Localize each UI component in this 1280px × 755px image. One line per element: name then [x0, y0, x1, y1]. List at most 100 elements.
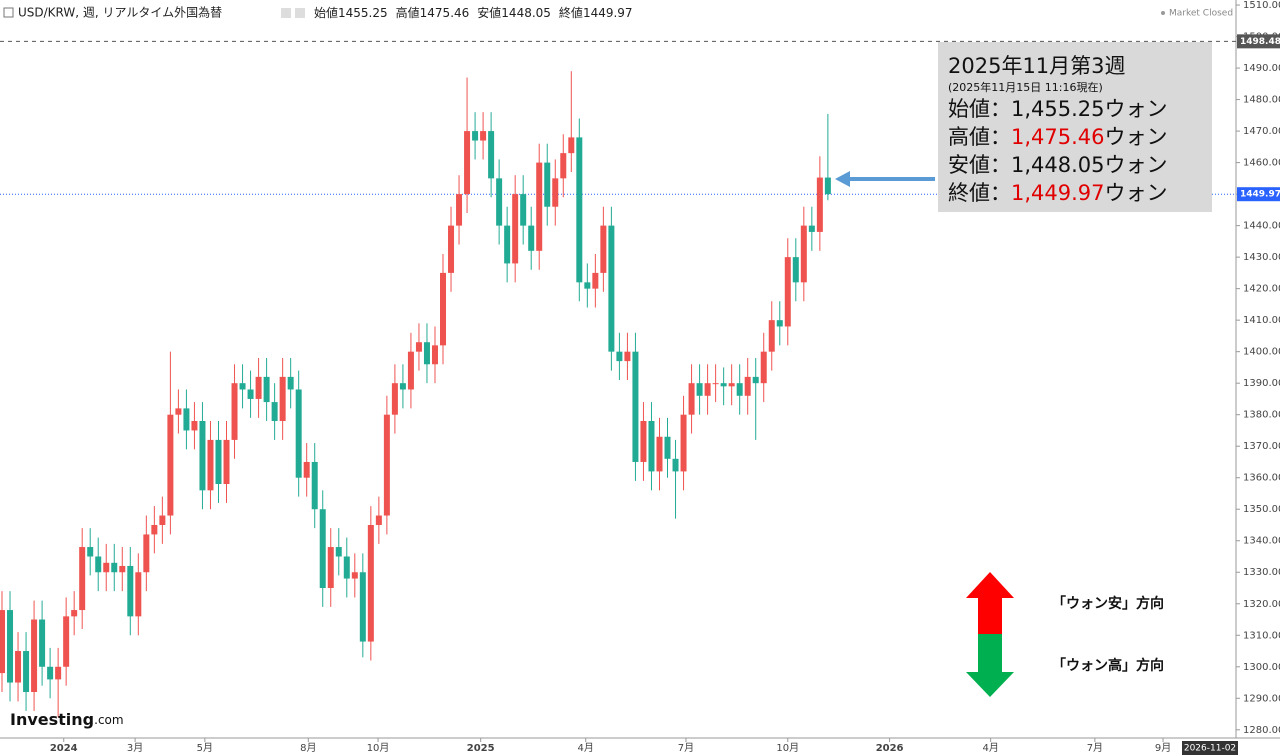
candle-body [343, 556, 350, 579]
candle-body [431, 345, 438, 365]
candle-body [223, 439, 230, 485]
candle-body [399, 383, 406, 390]
candle-body [255, 376, 262, 399]
candle-body [143, 534, 150, 573]
price-label: 1449.97 [1240, 190, 1280, 200]
y-tick-label: 1370.00 [1243, 441, 1280, 452]
candle-body [247, 389, 254, 399]
candle-body [423, 342, 430, 365]
candle-body [103, 562, 110, 573]
y-tick-label: 1320.00 [1243, 599, 1280, 610]
candle-body [744, 376, 751, 396]
candle-body [335, 547, 342, 557]
icon[interactable] [281, 8, 291, 18]
candle-body [159, 515, 166, 525]
price-label: 1498.48 [1240, 37, 1280, 47]
annotation-line: 終値：1,449.97ウォン [948, 181, 1168, 205]
candle-body [824, 177, 831, 195]
y-tick-label: 1430.00 [1243, 252, 1280, 263]
annotation-value: 1,448.05 [1011, 153, 1105, 177]
candle-body [359, 572, 366, 642]
candle-body [183, 408, 190, 431]
candle-body [191, 420, 198, 431]
candle-body [23, 651, 30, 692]
logo-main: Investing [10, 710, 94, 729]
y-tick-label: 1290.00 [1243, 693, 1280, 704]
y-tick-label: 1480.00 [1243, 95, 1280, 106]
candle-body [504, 225, 511, 264]
annotation-label: 始値： [948, 97, 1011, 121]
x-tick-label: 4月 [982, 742, 998, 754]
y-tick-label: 1400.00 [1243, 347, 1280, 358]
candle-body [560, 153, 567, 179]
candle-body [776, 320, 783, 327]
annotation-label: 高値： [948, 125, 1011, 149]
candle-body [135, 572, 142, 617]
candle-body [656, 436, 663, 472]
annotation-box [938, 42, 1212, 212]
candle-body [39, 619, 46, 667]
candle-body [608, 225, 615, 352]
candle-body [664, 436, 671, 459]
candle-body [287, 376, 294, 390]
candle-body [624, 351, 631, 362]
candle-body [584, 282, 591, 289]
y-tick-label: 1280.00 [1243, 725, 1280, 736]
candle-body [263, 376, 270, 403]
candle-body [768, 320, 775, 352]
annotation-line: 始値：1,455.25ウォン [948, 97, 1168, 121]
y-tick-label: 1350.00 [1243, 504, 1280, 515]
candle-body [696, 383, 703, 396]
candle-body [407, 351, 414, 390]
candle-body [536, 162, 543, 251]
collapse-icon[interactable] [3, 7, 14, 18]
candle-body [728, 383, 735, 387]
annotation-label: 安値： [948, 153, 1011, 177]
candle-body [215, 439, 222, 485]
candle-body [151, 524, 158, 535]
candle-body [231, 383, 238, 440]
ohlc-label: 終値 [559, 5, 583, 20]
candle-body [63, 616, 70, 667]
x-tick-label: 10月 [367, 742, 390, 754]
y-tick-label: 1300.00 [1243, 662, 1280, 673]
candle-body [167, 414, 174, 516]
pointer-arrow-head [835, 171, 850, 187]
candle-body [648, 420, 655, 472]
candle-body [544, 162, 551, 207]
y-tick-label: 1340.00 [1243, 536, 1280, 547]
candle-body [520, 194, 527, 226]
annotation-label: 終値： [948, 181, 1011, 205]
candle-body [480, 131, 487, 141]
y-tick-label: 1330.00 [1243, 567, 1280, 578]
header-ohlc: 始値1455.25 高値1475.46 安値1448.05 終値1449.97 [314, 5, 633, 20]
candle-body [632, 351, 639, 462]
status-dot [1161, 11, 1165, 15]
candle-body [415, 342, 422, 352]
price-label-box [1237, 187, 1280, 202]
x-tick-label: 7月 [1087, 742, 1103, 754]
candle-body [175, 408, 182, 415]
candle-body [367, 524, 374, 642]
symbol-title: USD/KRW, 週, リアルタイム外国為替 [18, 6, 222, 20]
end-date-box [1182, 741, 1238, 755]
candle-body [576, 137, 583, 283]
annotation-subtitle: (2025年11月15日 11:16現在) [948, 80, 1103, 94]
candle-body [720, 383, 727, 387]
annotation-value: 1,449.97 [1011, 181, 1105, 205]
y-tick-label: 1410.00 [1243, 315, 1280, 326]
ohlc-label: 安値 [477, 5, 501, 20]
candle-body [672, 458, 679, 472]
y-tick-label: 1440.00 [1243, 221, 1280, 232]
header-ohlc-text: 始値1455.25 高値1475.46 安値1448.05 終値1449.97 [314, 5, 633, 20]
candle-body [600, 225, 607, 273]
candle-body [55, 666, 62, 680]
y-tick-label: 1420.00 [1243, 284, 1280, 295]
candle-body [472, 131, 479, 141]
candle-body [616, 351, 623, 362]
candle-body [47, 666, 54, 680]
ohlc-value: 1448.05 [501, 6, 551, 20]
candle-body [351, 572, 358, 579]
x-tick-label: 3月 [127, 742, 143, 754]
icon[interactable] [295, 8, 305, 18]
